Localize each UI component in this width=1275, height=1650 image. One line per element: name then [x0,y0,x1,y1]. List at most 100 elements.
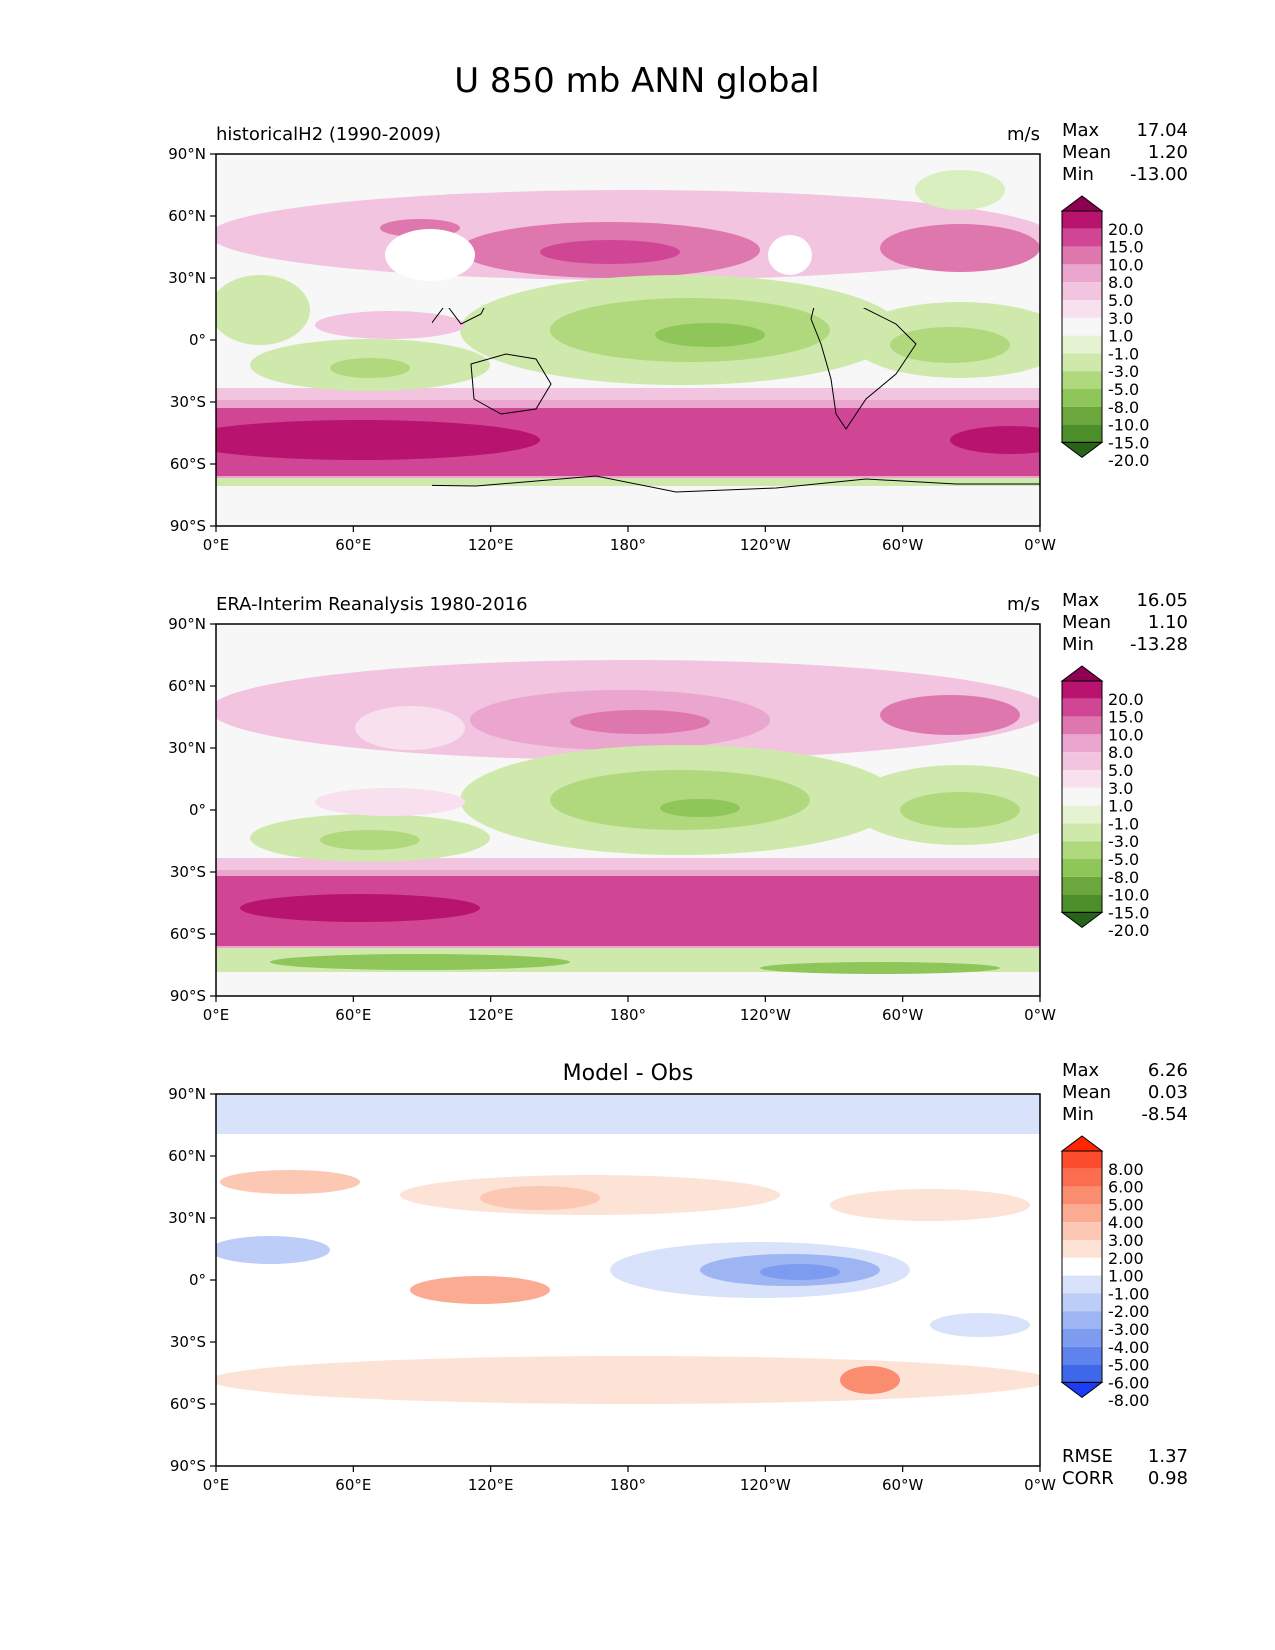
panel-1-stat-max-label: Max [1062,120,1100,141]
panel-1-indian-monsoon-westerly [315,311,465,339]
colorbar-segment [1062,424,1102,443]
colorbar-segment [1062,894,1102,913]
colorbar-segment [1062,406,1102,425]
panel-1-atlantic-jet [880,224,1040,272]
panel-1-stat-mean-value: 1.20 [1148,142,1188,163]
lat-tick-label: 60°N [168,1147,206,1165]
lon-tick-label: 0°E [203,536,230,554]
panel-2-stat-max-label: Max [1062,590,1100,611]
lat-tick-label: 60°S [170,925,206,943]
panel-2-units: m/s [1007,594,1040,615]
panel-1-stat-min-label: Min [1062,164,1094,185]
lon-tick-label: 0°W [1024,1006,1056,1024]
colorbar-level-label: -3.00 [1108,1320,1149,1339]
panel-1-continents [432,308,1040,493]
panel-1-south-america-outline [810,308,917,430]
colorbar-level-label: -15.0 [1108,903,1149,922]
panel-2-tibet-calm [355,706,465,750]
colorbar-segment [1062,805,1102,824]
lat-tick-label: 30°S [170,1333,206,1351]
panel-1-rockies-calm [768,235,812,275]
colorbar-level-label: 20.0 [1108,220,1144,239]
panel-1-pacific-jet [540,240,680,264]
colorbar-segment [1062,1151,1102,1169]
panel-2-subtitle: ERA-Interim Reanalysis 1980-2016 [216,594,528,615]
lon-tick-label: 180° [610,536,646,554]
colorbar-segment [1062,1204,1102,1223]
panel-3-stat-rmse-label: RMSE [1062,1446,1113,1467]
panel-1-pacific-easterlies-core [655,323,765,347]
colorbar-segment [1062,211,1102,229]
colorbar-segment [1062,1346,1102,1365]
lat-tick-label: 30°S [170,863,206,881]
lat-tick-label: 90°S [170,987,206,1005]
lon-tick-label: 180° [610,1006,646,1024]
panel-1-tibet-calm [385,229,475,281]
panel-1-antarctica-outline [432,475,1040,493]
colorbar-level-label: -5.0 [1108,380,1139,399]
panel-3-south-atlantic-negative [930,1313,1030,1337]
colorbar-segment [1062,787,1102,806]
colorbar-segment [1062,1257,1102,1276]
panel-1-stat-max-value: 17.04 [1136,120,1188,141]
panel-2-atlantic-easterlies-core [900,792,1020,828]
panel-3-southern-positive [216,1356,1040,1404]
lat-tick-label: 30°N [168,739,206,757]
colorbar-segment [1062,1186,1102,1205]
lat-tick-label: 90°N [168,615,206,633]
lat-tick-label: 90°S [170,1457,206,1475]
lat-tick-label: 30°S [170,393,206,411]
panel-1-stats: Max 17.04 Mean 1.20 Min -13.00 [1062,120,1188,185]
colorbar-segment [1062,1329,1102,1347]
lon-tick-label: 60°E [335,1476,371,1494]
colorbar-extend-min [1060,911,1104,929]
lat-tick-label: 30°N [168,1209,206,1227]
panel-2-stat-max-value: 16.05 [1136,590,1188,611]
colorbar-level-label: -3.0 [1108,832,1139,851]
lon-tick-label: 60°W [882,1006,924,1024]
lon-tick-label: 120°W [740,1006,791,1024]
panel-3-stat-mean-label: Mean [1062,1082,1111,1103]
panel-3-map [216,1094,1040,1466]
panel-2-atlantic-jet [880,695,1020,735]
colorbar-level-label: -8.0 [1108,398,1139,417]
colorbar-level-label: 20.0 [1108,690,1144,709]
panel-2-southern-jet-core [240,894,480,922]
colorbar-level-label: 5.0 [1108,291,1133,310]
colorbar-level-label: 4.00 [1108,1213,1144,1232]
colorbar-segment [1062,1293,1102,1312]
panel-1: historicalH2 (1990-2009) m/s [168,120,1188,554]
lon-tick-label: 120°E [468,536,514,554]
panel-1-map [216,154,1040,526]
lon-tick-label: 60°W [882,1476,924,1494]
panel-1-units: m/s [1007,124,1040,145]
colorbar-level-label: 10.0 [1108,255,1144,274]
panel-3-colorbar: 8.006.005.004.003.002.001.00-1.00-2.00-3… [1060,1135,1149,1410]
colorbar-level-label: -15.0 [1108,433,1149,452]
colorbar-segment [1062,698,1102,717]
panel-1-indian-easterlies-core [330,358,410,378]
panel-2-axes: 90°N 60°N 30°N 0° 30°S 60°S 90°S0°E 60°E 120°E 18… [168,615,1056,1024]
panel-2-antarctic-easterlies-core-2 [760,962,1000,974]
colorbar-segment [1062,335,1102,354]
panel-1-greenland-east [915,170,1005,210]
panel-3-maritime-continent-positive [410,1276,550,1304]
panel-3-stat-mean-value: 0.03 [1148,1082,1188,1103]
panel-2: ERA-Interim Reanalysis 1980-2016 m/s [168,590,1188,1024]
colorbar-level-label: -5.0 [1108,850,1139,869]
colorbar-level-label: -10.0 [1108,886,1149,905]
lat-tick-label: 90°S [170,517,206,535]
panel-3-stat-corr-label: CORR [1062,1468,1114,1489]
panel-1-stat-mean-label: Mean [1062,142,1111,163]
lon-tick-label: 120°E [468,1006,514,1024]
panel-2-stat-min-value: -13.28 [1130,634,1188,655]
lon-tick-label: 120°W [740,1476,791,1494]
colorbar-segment [1062,1311,1102,1329]
lat-tick-label: 0° [189,1271,206,1289]
lon-tick-label: 0°E [203,1476,230,1494]
panel-2-pacific-easterlies [550,770,810,830]
colorbar-segment [1062,1222,1102,1240]
colorbar-level-label: -6.00 [1108,1373,1149,1392]
panel-3-stat-max-value: 6.26 [1148,1060,1188,1081]
